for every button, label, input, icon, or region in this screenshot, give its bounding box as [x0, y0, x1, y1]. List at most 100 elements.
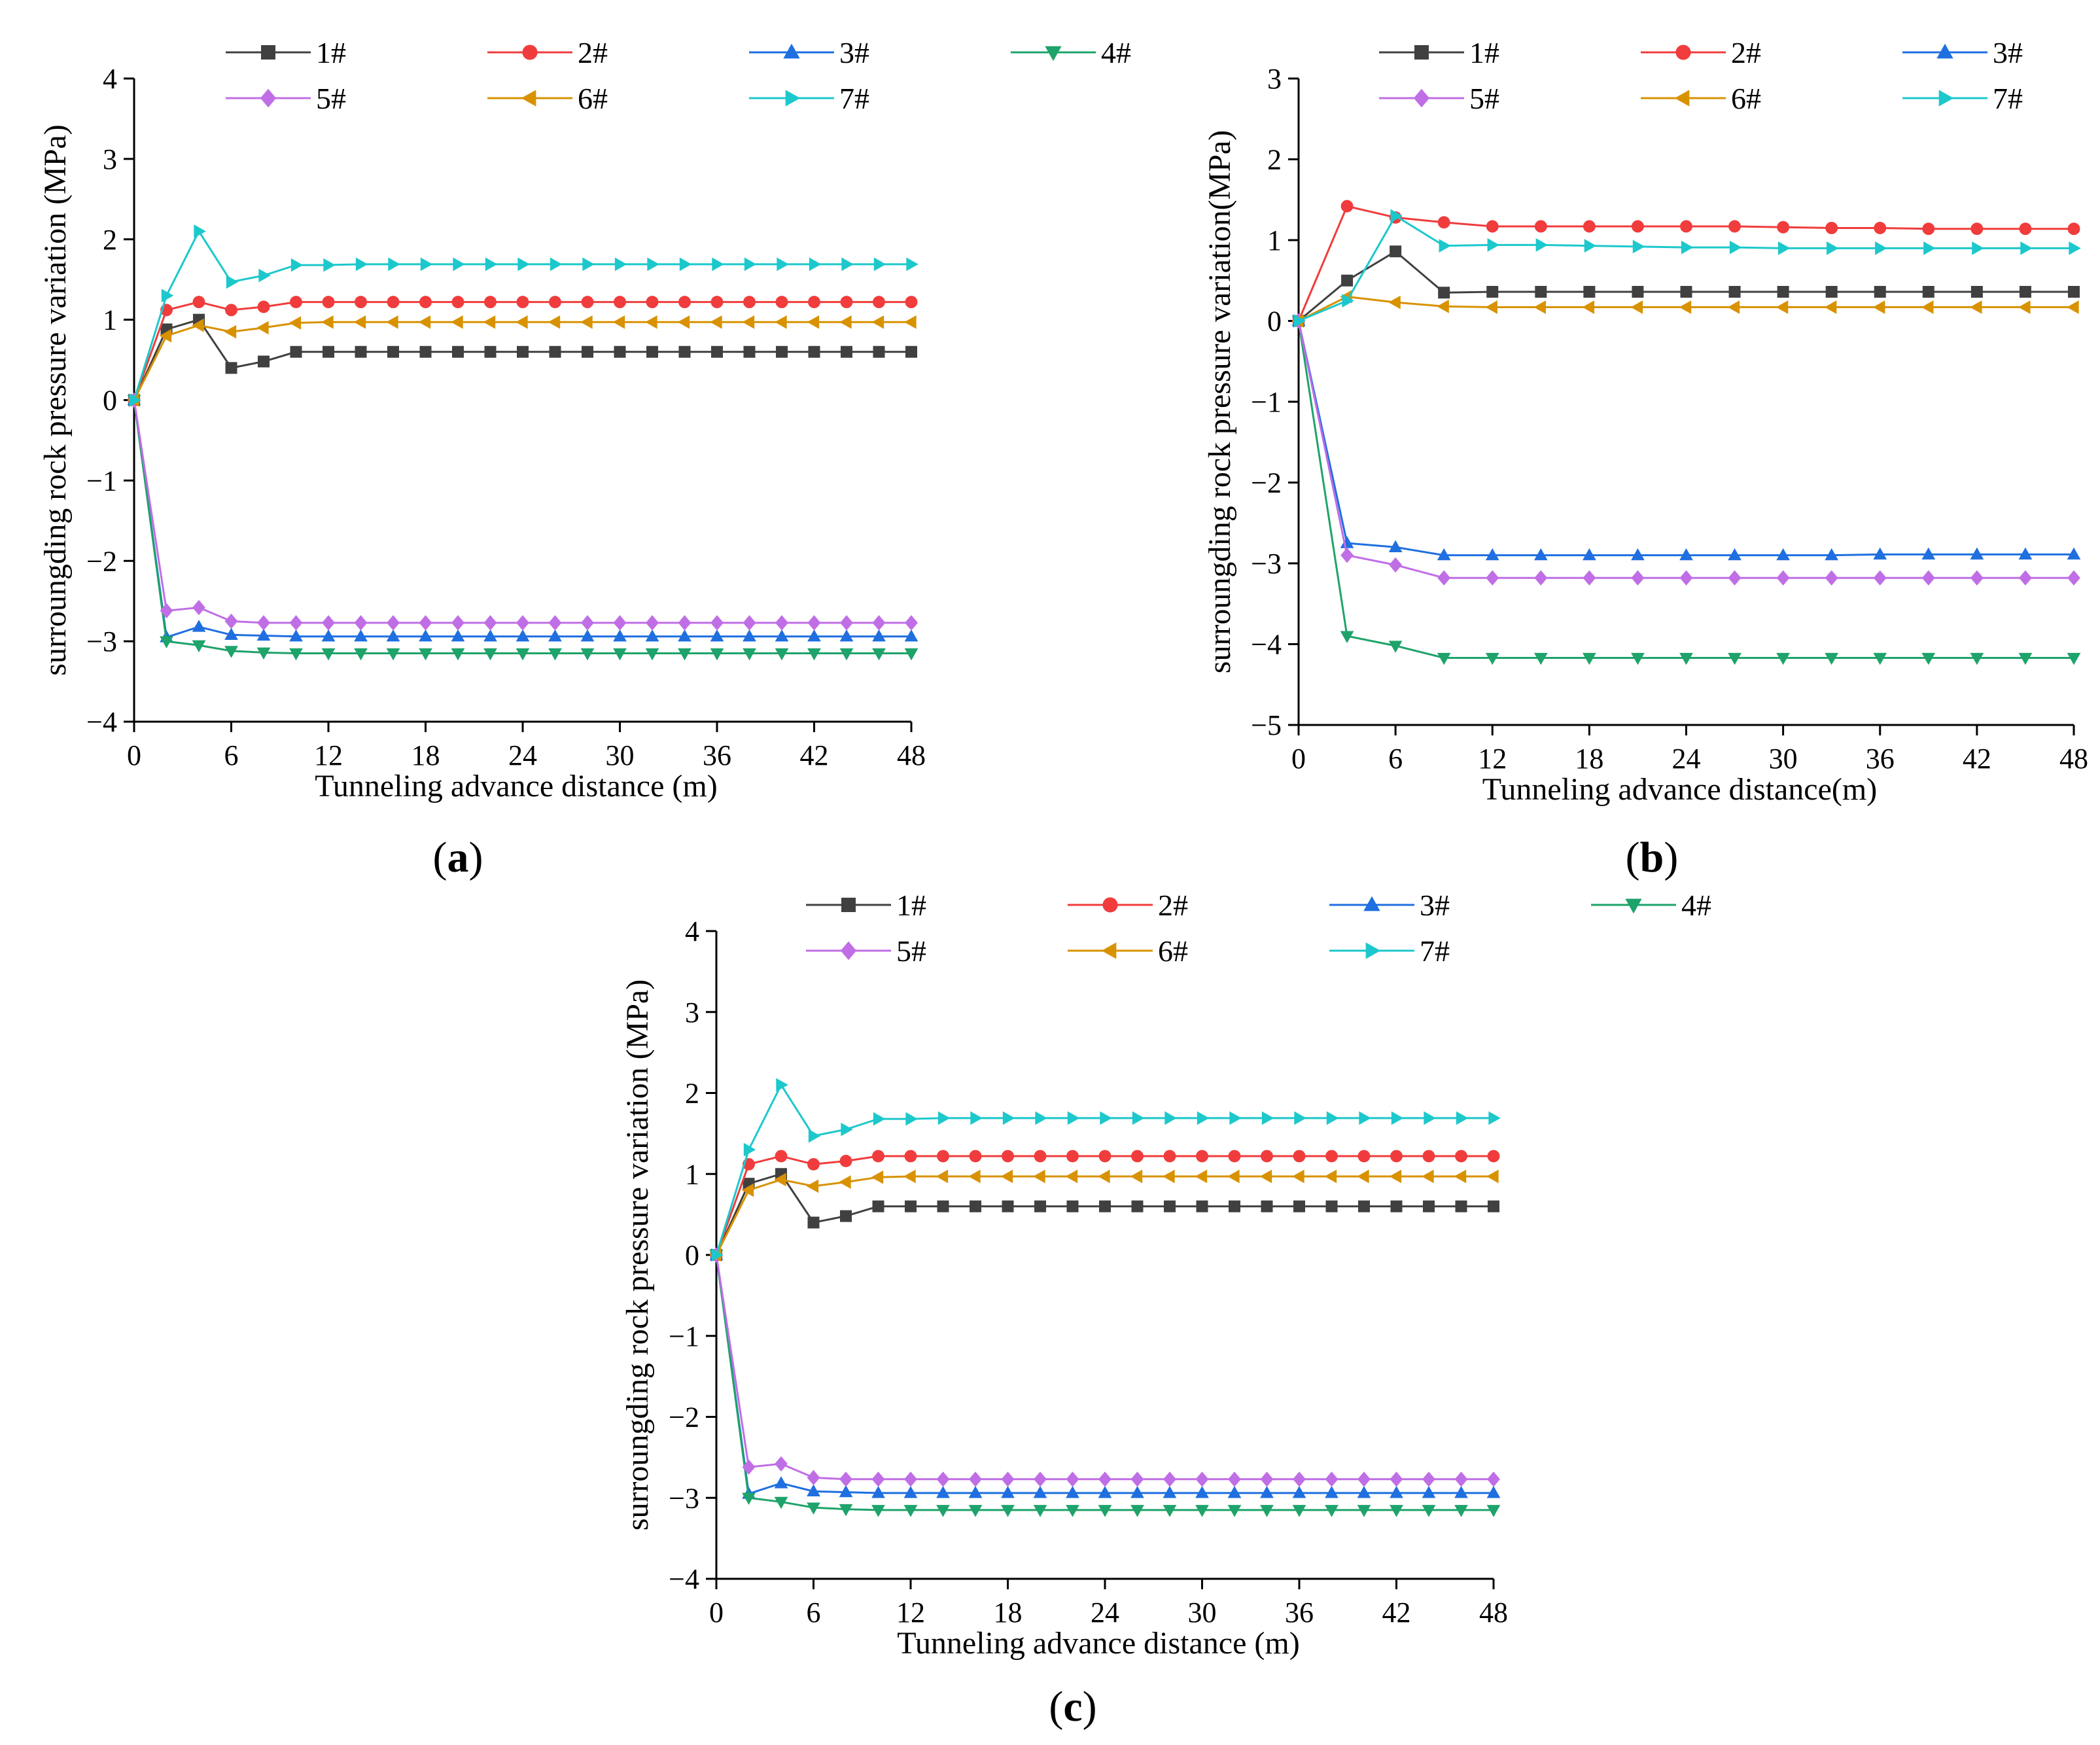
data-point: [2019, 570, 2032, 586]
data-point: [516, 615, 529, 631]
data-point: [710, 629, 724, 642]
legend-marker: [521, 90, 536, 107]
data-point: [452, 345, 464, 358]
data-point: [1260, 1472, 1274, 1487]
data-point: [1293, 314, 1306, 328]
data-point: [354, 615, 368, 631]
data-point: [711, 345, 723, 358]
data-point: [1487, 1150, 1500, 1163]
data-point: [840, 1210, 852, 1222]
data-point: [807, 1470, 820, 1486]
data-point: [355, 345, 367, 358]
data-point: [224, 627, 238, 640]
legend-marker: [1363, 896, 1380, 911]
y-axis-title: surroungding rock pressure variation (MP…: [620, 979, 655, 1530]
data-point: [903, 1169, 916, 1184]
data-point: [1970, 570, 1984, 586]
data-point: [1033, 1486, 1047, 1498]
data-point: [1777, 241, 1791, 255]
data-point: [1324, 1169, 1337, 1184]
x-tick-label: 0: [1291, 743, 1306, 775]
data-point: [1390, 1505, 1403, 1517]
data-point: [968, 1486, 983, 1498]
data-point: [1875, 241, 1887, 255]
data-point: [775, 296, 788, 309]
y-tick-label: 3: [1267, 63, 1282, 95]
data-point: [1340, 200, 1354, 213]
series-7: [711, 1078, 1501, 1262]
data-point: [1970, 286, 1983, 298]
data-point: [1921, 652, 1936, 665]
data-point: [873, 1112, 886, 1126]
panel-label-open: (: [1049, 1683, 1063, 1731]
data-point: [839, 1175, 851, 1189]
data-point: [743, 615, 756, 631]
legend-label: 5#: [316, 82, 346, 115]
legend-marker: [1936, 43, 1953, 59]
data-point: [1098, 1486, 1112, 1498]
y-tick-label: −1: [669, 1320, 699, 1352]
data-point: [678, 345, 691, 358]
legend-item: 2#: [487, 36, 608, 69]
data-point: [256, 628, 271, 641]
legend-label: 4#: [1681, 889, 1711, 922]
legend-item: 1#: [1379, 36, 1499, 69]
y-tick-label: 3: [685, 996, 699, 1029]
y-tick-label: −4: [86, 706, 117, 738]
data-point: [1680, 286, 1692, 298]
x-tick-label: 48: [897, 739, 926, 771]
data-point: [582, 345, 593, 358]
series-2: [128, 296, 918, 406]
legend-marker: [1101, 942, 1117, 959]
data-point: [1358, 1200, 1370, 1212]
data-point: [1357, 1150, 1371, 1163]
data-point: [840, 615, 853, 631]
data-point: [775, 315, 787, 329]
series-6: [709, 1169, 1499, 1262]
data-point: [483, 648, 497, 661]
data-point: [549, 345, 561, 358]
data-point: [1293, 1200, 1305, 1212]
data-point: [580, 648, 595, 661]
data-point: [970, 1111, 983, 1125]
y-tick-label: −3: [669, 1482, 699, 1514]
data-point: [1098, 1505, 1112, 1517]
data-point: [1196, 1200, 1208, 1212]
data-point: [2067, 547, 2081, 560]
data-point: [354, 629, 368, 642]
data-point: [323, 345, 334, 358]
legend-label: 5#: [896, 934, 926, 968]
panel-label-letter: a: [447, 834, 469, 881]
legend-item: 7#: [749, 82, 869, 115]
data-point: [969, 1150, 982, 1163]
data-point: [451, 315, 463, 329]
data-point: [612, 315, 625, 329]
x-tick-label: 0: [127, 739, 141, 771]
data-point: [742, 1459, 756, 1475]
data-point: [678, 629, 691, 642]
x-tick-label: 18: [411, 739, 440, 771]
data-point: [872, 615, 886, 631]
series-5: [1292, 313, 2080, 586]
legend: 1# 2# 3# 4# 5# 6# 7#: [806, 889, 1711, 968]
data-point: [1325, 1505, 1339, 1517]
data-point: [1873, 547, 1887, 560]
data-point: [451, 615, 464, 631]
data-point: [1132, 1111, 1145, 1125]
data-point: [1825, 286, 1838, 298]
panel-label-letter: b: [1640, 834, 1664, 881]
legend-label: 1#: [1469, 36, 1499, 69]
panel-label: (b): [1626, 834, 1679, 881]
x-tick-label: 30: [1188, 1596, 1217, 1629]
data-point: [1228, 1150, 1241, 1163]
legend-item: 5#: [226, 82, 346, 115]
legend-label: 1#: [316, 36, 346, 69]
data-point: [387, 296, 400, 309]
data-point: [419, 648, 432, 661]
legend-label: 6#: [578, 82, 608, 115]
data-point: [1454, 1486, 1468, 1498]
legend-label: 7#: [1420, 934, 1450, 968]
data-point: [2067, 570, 2080, 586]
data-point: [1227, 1169, 1240, 1184]
data-point: [548, 629, 562, 642]
